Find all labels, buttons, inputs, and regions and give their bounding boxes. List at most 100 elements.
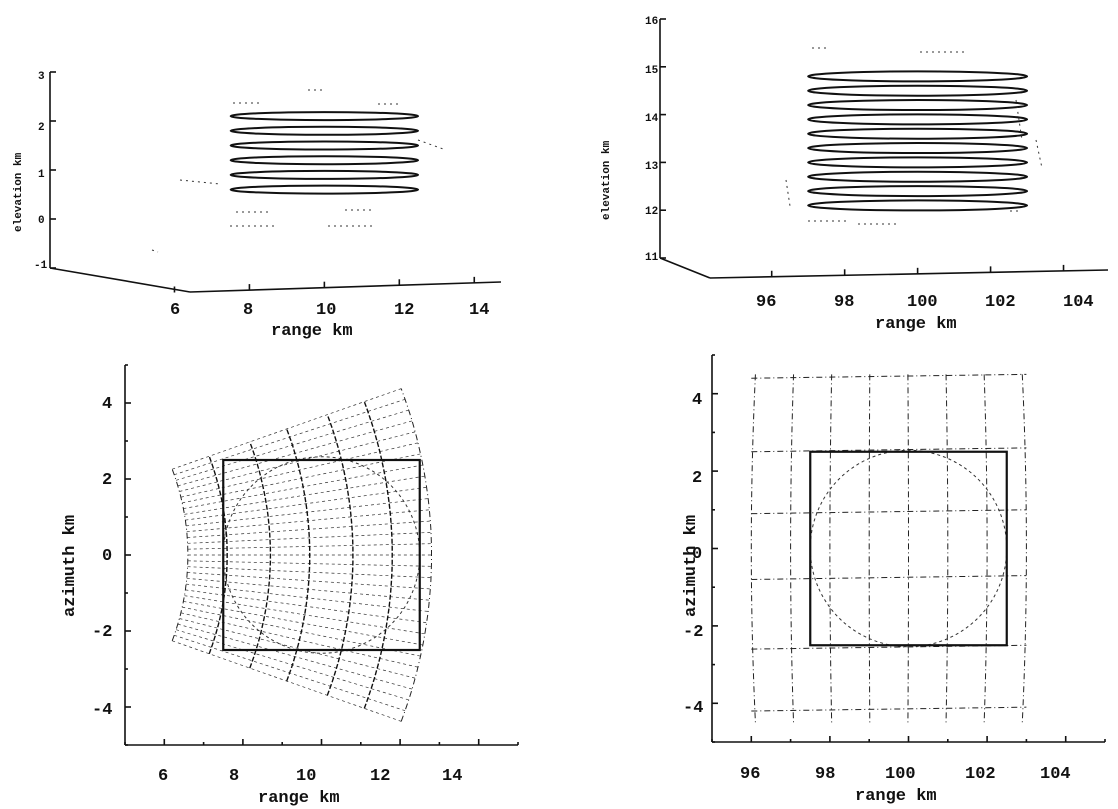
scan-ring: [229, 184, 420, 195]
x-tick-label: 6: [170, 301, 180, 320]
azimuth-grid-line: [751, 509, 1027, 515]
y-axis-label: azimuth km: [61, 515, 80, 617]
scatter-speck: [151, 249, 159, 253]
radial-grid-line: [184, 595, 425, 635]
radial-grid-line: [185, 486, 427, 521]
scan-ring: [807, 199, 1029, 212]
target-square: [222, 458, 421, 652]
y-tick-label: -2: [92, 623, 112, 642]
radial-grid-line: [184, 475, 425, 515]
scan-ring: [807, 70, 1029, 83]
x-axis-label: range km: [258, 789, 340, 808]
x-tick-label: 8: [243, 301, 253, 320]
y-axis-label: elevation km: [601, 140, 613, 220]
scan-ring: [807, 127, 1029, 140]
scatter-speck: [1015, 99, 1023, 141]
range-arc: [249, 441, 272, 669]
scan-ring: [807, 142, 1029, 155]
range-grid-line: [1021, 374, 1027, 723]
scan-ring: [807, 156, 1029, 169]
panel-bottom-left: 4 2 0 -2 -4 6 8 10 12 14 range km azimut…: [61, 364, 519, 808]
scan-ring: [229, 140, 420, 151]
x-tick-label: 14: [442, 767, 462, 786]
y-tick-label: -2: [683, 623, 703, 642]
y-tick-label: 3: [38, 71, 45, 83]
radial-grid-line: [187, 532, 432, 544]
x-axis-label: range km: [875, 315, 957, 334]
y-tick-label: -1: [34, 260, 48, 272]
y-tick-label: 2: [102, 471, 112, 490]
range-arc: [363, 401, 393, 709]
x-tick-label: 12: [394, 301, 414, 320]
range-grid-line: [907, 374, 909, 723]
x-axis-label: range km: [271, 322, 353, 341]
scatter-speck: [785, 179, 791, 207]
scan-ring: [229, 155, 420, 166]
x-axis-label: range km: [855, 787, 937, 806]
depth-axis-line: [49, 267, 191, 293]
x-tick-label: 100: [907, 293, 938, 312]
x-tick-label: 10: [316, 301, 336, 320]
range-grid-line: [983, 374, 988, 723]
y-tick-label: 4: [692, 391, 702, 410]
scatter-speck: [1035, 139, 1043, 169]
x-tick-label: 96: [740, 765, 760, 784]
scatter-speck: [179, 179, 221, 185]
azimuth-grid-line: [751, 706, 1027, 712]
x-tick-label: 104: [1040, 765, 1071, 784]
target-square: [809, 450, 1008, 647]
y-axis-label: elevation km: [13, 152, 25, 232]
range-arc: [286, 428, 311, 682]
scan-ring: [229, 111, 420, 122]
scan-ring: [807, 170, 1029, 183]
radial-grid-line: [172, 388, 402, 470]
y-tick-label: 15: [645, 65, 659, 77]
radial-grid-line: [187, 566, 432, 578]
y-tick-label: 0: [692, 545, 702, 564]
x-tick-label: 98: [834, 293, 854, 312]
panel-top-left: 3 2 1 0 -1 6 8 10 12 14 range km elevati…: [13, 71, 502, 341]
y-axis-label: azimuth km: [682, 515, 701, 617]
x-tick-label: 8: [229, 767, 239, 786]
y-tick-label: 1: [38, 169, 45, 181]
x-tick-label: 100: [885, 765, 916, 784]
radial-grid-line: [179, 618, 416, 679]
x-tick-label: 102: [965, 765, 996, 784]
y-tick-label: 0: [102, 547, 112, 566]
x-tick-label: 104: [1063, 293, 1094, 312]
range-grid-line: [868, 374, 871, 723]
scan-ring: [229, 169, 420, 180]
azimuth-grid-line: [751, 575, 1027, 580]
y-tick-label: 11: [645, 252, 659, 264]
range-arc: [171, 469, 189, 641]
y-tick-label: 16: [645, 16, 658, 28]
panel-top-right: 16 15 14 13 12 11 96 98 100 102 104 rang…: [601, 16, 1109, 334]
x-tick-label: 14: [469, 301, 489, 320]
x-tick-label: 98: [815, 765, 835, 784]
azimuth-grid-line: [751, 373, 1027, 379]
y-tick-label: 12: [645, 206, 658, 218]
y-tick-label: 4: [102, 395, 112, 414]
radial-grid-line: [179, 431, 416, 492]
y-tick-label: -4: [683, 699, 703, 718]
range-grid-line: [750, 374, 756, 723]
x-tick-label: 6: [158, 767, 168, 786]
radial-grid-line: [187, 572, 431, 590]
y-tick-label: 13: [645, 161, 659, 173]
scatter-speck: [417, 139, 447, 151]
range-arc: [208, 455, 228, 655]
scan-ring: [807, 113, 1029, 126]
range-grid-line: [829, 374, 833, 723]
y-tick-label: -4: [92, 701, 112, 720]
y-tick-label: 14: [645, 113, 659, 125]
x-tick-label: 10: [296, 767, 316, 786]
range-arc: [400, 388, 432, 722]
x-tick-label: 12: [370, 767, 390, 786]
scan-ring: [229, 125, 420, 136]
x-axis-line: [189, 281, 502, 293]
range-grid-line: [945, 374, 949, 723]
panel-bottom-right: 4 2 0 -2 -4 96 98 100 102 104 range km a…: [682, 354, 1106, 806]
x-tick-label: 96: [756, 293, 776, 312]
range-grid-line: [790, 374, 795, 723]
